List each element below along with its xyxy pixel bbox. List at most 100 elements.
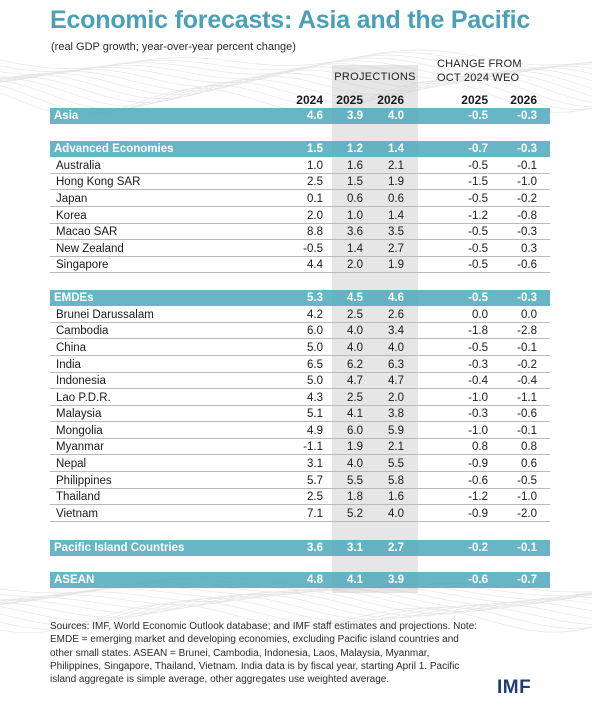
- row-label: Australia: [56, 160, 101, 172]
- table-row: Korea 2.0 1.0 1.4 -1.2 -0.8: [50, 208, 550, 224]
- value-2024: 1.5: [307, 143, 323, 155]
- change-2025: -0.5: [468, 292, 488, 304]
- value-2026: 3.8: [388, 408, 404, 420]
- change-2026: -0.4: [517, 375, 537, 387]
- row-label: EMDEs: [54, 292, 94, 304]
- projections-label: PROJECTIONS: [334, 71, 416, 83]
- column-header-change-2026: 2026: [510, 93, 537, 107]
- change-2025: -0.5: [468, 110, 488, 122]
- value-2026: 0.6: [388, 193, 404, 205]
- change-2025: -1.8: [468, 325, 488, 337]
- change-2025: -0.3: [468, 359, 488, 371]
- value-2025: 1.5: [347, 176, 363, 188]
- value-2024: 5.7: [307, 475, 323, 487]
- row-label: Philippines: [56, 475, 112, 487]
- value-2025: 4.0: [347, 325, 363, 337]
- value-2025: 0.6: [347, 193, 363, 205]
- change-2026: -0.1: [517, 160, 537, 172]
- change-2026: -0.3: [517, 226, 537, 238]
- value-2024: 4.6: [307, 110, 323, 122]
- value-2024: 5.0: [307, 342, 323, 354]
- row-label: Cambodia: [56, 325, 109, 337]
- change-2025: -0.5: [468, 259, 488, 271]
- row-label: Asia: [54, 110, 79, 122]
- table-row: Malaysia 5.1 4.1 3.8 -0.3 -0.6: [50, 406, 550, 422]
- value-2024: 1.0: [307, 160, 323, 172]
- value-2026: 3.5: [388, 226, 404, 238]
- value-2026: 4.0: [388, 342, 404, 354]
- table-row: Vietnam 7.1 5.2 4.0 -0.9 -2.0: [50, 506, 550, 522]
- row-label: Advanced Economies: [54, 143, 174, 155]
- value-2026: 1.9: [388, 176, 404, 188]
- change-2026: -0.6: [517, 408, 537, 420]
- table-row: Brunei Darussalam 4.2 2.5 2.6 0.0 0.0: [50, 307, 550, 323]
- change-2025: -1.2: [468, 210, 488, 222]
- value-2024: 2.5: [307, 491, 323, 503]
- value-2024: 2.0: [307, 210, 323, 222]
- page-title: Economic forecasts: Asia and the Pacific: [50, 6, 531, 34]
- change-2025: -0.3: [468, 408, 488, 420]
- table-row: Philippines 5.7 5.5 5.8 -0.6 -0.5: [50, 473, 550, 489]
- table-row: Indonesia 5.0 4.7 4.7 -0.4 -0.4: [50, 373, 550, 389]
- change-2025: -1.5: [468, 176, 488, 188]
- value-2024: 6.5: [307, 359, 323, 371]
- value-2025: 3.6: [347, 226, 363, 238]
- value-2025: 4.0: [347, 458, 363, 470]
- value-2026: 5.5: [388, 458, 404, 470]
- value-2025: 3.1: [347, 542, 363, 554]
- row-label: New Zealand: [56, 243, 124, 255]
- row-label: Hong Kong SAR: [56, 176, 141, 188]
- row-label: Korea: [56, 210, 87, 222]
- change-label-line1: CHANGE FROM: [437, 58, 522, 70]
- value-2026: 6.3: [388, 359, 404, 371]
- value-2025: 2.0: [347, 259, 363, 271]
- value-2024: 8.8: [307, 226, 323, 238]
- value-2025: 4.0: [347, 342, 363, 354]
- column-header-2026: 2026: [377, 93, 404, 107]
- value-2025: 1.9: [347, 441, 363, 453]
- value-2024: 3.1: [307, 458, 323, 470]
- row-label: Thailand: [56, 491, 101, 503]
- value-2024: -0.5: [303, 243, 323, 255]
- change-2026: 0.3: [521, 243, 537, 255]
- value-2026: 1.4: [388, 143, 404, 155]
- value-2024: 5.3: [307, 292, 323, 304]
- value-2026: 4.0: [388, 508, 404, 520]
- change-2026: -0.6: [517, 259, 537, 271]
- value-2025: 2.5: [347, 309, 363, 321]
- value-2026: 2.7: [388, 243, 404, 255]
- change-label-line2: OCT 2024 WEO: [437, 72, 520, 84]
- value-2024: 4.8: [307, 574, 323, 586]
- value-2026: 2.0: [388, 392, 404, 404]
- value-2026: 5.8: [388, 475, 404, 487]
- change-2025: 0.0: [472, 309, 488, 321]
- column-header-2025: 2025: [336, 93, 363, 107]
- value-2024: 4.4: [307, 259, 323, 271]
- value-2024: 5.1: [307, 408, 323, 420]
- table-row: India 6.5 6.2 6.3 -0.3 -0.2: [50, 357, 550, 373]
- change-2026: -1.1: [517, 392, 537, 404]
- table-row: Cambodia 6.0 4.0 3.4 -1.8 -2.8: [50, 323, 550, 339]
- table-row: Hong Kong SAR 2.5 1.5 1.9 -1.5 -1.0: [50, 174, 550, 190]
- row-label: Myanmar: [56, 441, 104, 453]
- change-2025: -0.7: [468, 143, 488, 155]
- value-2026: 2.1: [388, 441, 404, 453]
- table-row: New Zealand -0.5 1.4 2.7 -0.5 0.3: [50, 241, 550, 257]
- value-2025: 4.1: [347, 408, 363, 420]
- table-row: Singapore 4.4 2.0 1.9 -0.5 -0.6: [50, 257, 550, 273]
- value-2026: 2.6: [388, 309, 404, 321]
- value-2025: 2.5: [347, 392, 363, 404]
- change-2025: -0.5: [468, 160, 488, 172]
- row-label: Singapore: [56, 259, 109, 271]
- value-2025: 1.8: [347, 491, 363, 503]
- value-2026: 2.7: [388, 542, 404, 554]
- value-2025: 4.1: [347, 574, 363, 586]
- table-header-row: 2024 2025 2026 2025 2026: [50, 92, 550, 108]
- change-2025: -0.9: [468, 458, 488, 470]
- change-2025: -0.5: [468, 226, 488, 238]
- change-2026: -0.5: [517, 475, 537, 487]
- change-2026: -0.3: [517, 143, 537, 155]
- value-2025: 4.7: [347, 375, 363, 387]
- column-header-change-2025: 2025: [461, 93, 488, 107]
